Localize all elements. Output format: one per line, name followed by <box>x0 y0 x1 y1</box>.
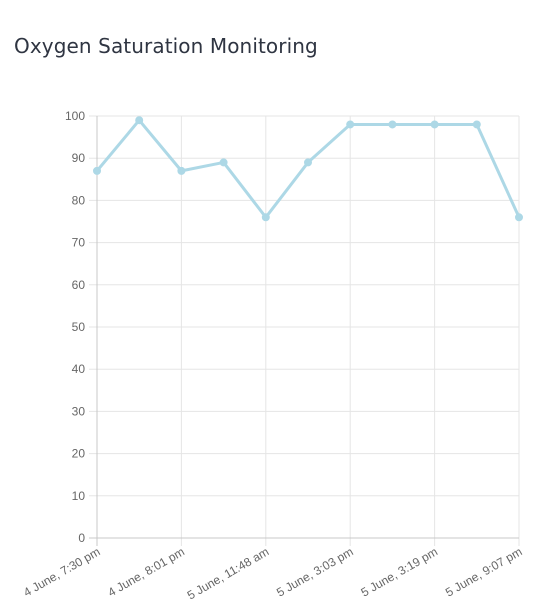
y-tick-label: 20 <box>72 447 86 461</box>
y-tick-label: 90 <box>72 151 86 165</box>
y-tick-label: 50 <box>72 320 86 334</box>
data-point[interactable] <box>261 213 270 222</box>
chart-gridlines <box>89 115 520 546</box>
data-point[interactable] <box>388 120 397 129</box>
y-tick-label: 60 <box>72 278 86 292</box>
data-point[interactable] <box>135 116 144 125</box>
y-tick-label: 0 <box>78 531 85 545</box>
y-axis-tick-labels: 0 10 20 30 40 50 60 70 80 90 100 <box>65 109 85 545</box>
chart-series <box>93 116 523 222</box>
data-point[interactable] <box>219 158 228 167</box>
data-point[interactable] <box>472 120 481 129</box>
x-tick-label: 5 June, 11:48 am <box>185 544 272 602</box>
data-point[interactable] <box>177 166 186 175</box>
chart-axes <box>89 116 519 546</box>
y-tick-label: 100 <box>65 109 85 123</box>
y-tick-label: 80 <box>72 193 86 207</box>
x-tick-label: 4 June, 8:01 pm <box>105 544 187 599</box>
x-tick-label: 5 June, 3:19 pm <box>359 544 441 599</box>
data-point[interactable] <box>346 120 355 129</box>
data-point[interactable] <box>93 166 101 175</box>
y-tick-label: 40 <box>72 362 86 376</box>
data-point[interactable] <box>515 213 523 222</box>
y-tick-label: 70 <box>72 236 86 250</box>
y-tick-label: 30 <box>72 404 86 418</box>
x-tick-label: 4 June, 7:30 pm <box>21 544 103 599</box>
data-point[interactable] <box>430 120 439 129</box>
x-axis-tick-labels: 4 June, 7:30 pm 4 June, 8:01 pm5 June, 11… <box>21 544 525 602</box>
page-title: Oxygen Saturation Monitoring <box>14 34 318 58</box>
y-tick-label: 10 <box>72 489 86 503</box>
series-line <box>95 118 521 219</box>
data-point[interactable] <box>304 158 312 167</box>
x-tick-label: 5 June, 9:07 pm <box>443 544 525 599</box>
x-tick-label: 5 June, 3:03 pm <box>274 544 356 599</box>
